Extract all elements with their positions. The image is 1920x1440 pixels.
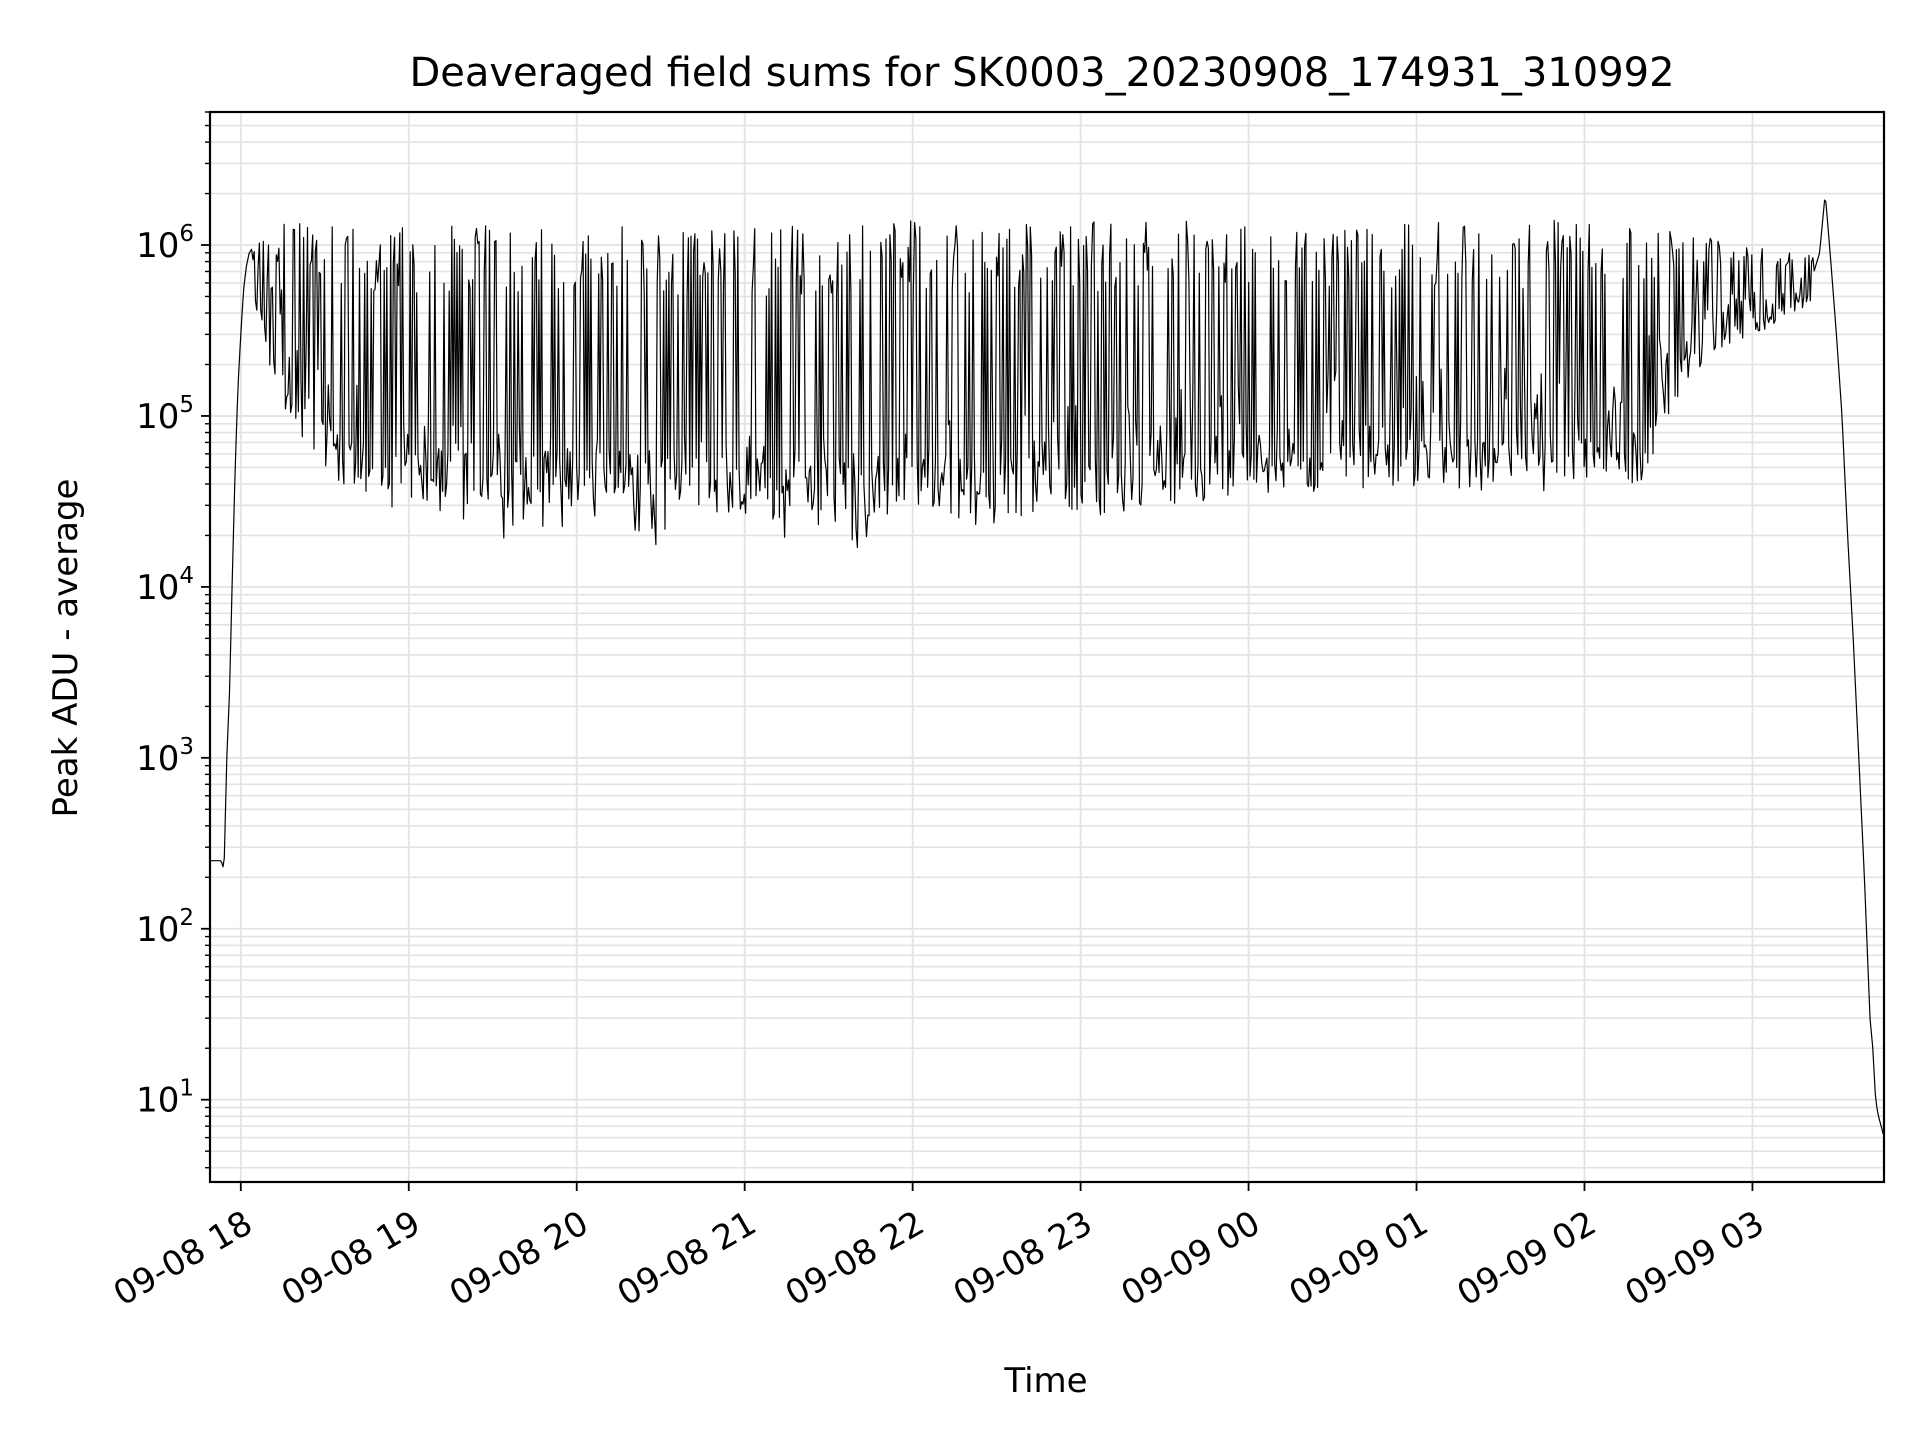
y-tick-label: 105: [136, 392, 194, 437]
plot-frame: [208, 110, 1886, 1184]
x-axis-label: Time: [1003, 1361, 1087, 1401]
plot-lines: [210, 199, 1884, 1135]
y-tick-label: 106: [136, 221, 194, 266]
chart-title: Deaveraged field sums for SK0003_2023090…: [409, 50, 1674, 96]
y-tick-label: 103: [136, 734, 194, 779]
y-tick-label: 101: [136, 1076, 194, 1121]
y-tick-label: 104: [136, 563, 194, 608]
y-axis-label: Peak ADU - average: [46, 479, 86, 818]
series-line: [210, 199, 1884, 1135]
y-tick-label: 102: [136, 905, 194, 950]
